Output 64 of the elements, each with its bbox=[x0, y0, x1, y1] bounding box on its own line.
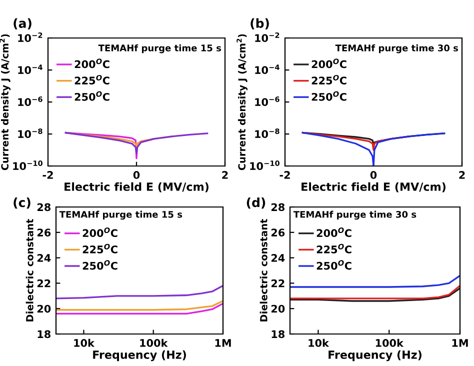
chart-title: (c) bbox=[14, 198, 30, 209]
x-tick-label: 1M bbox=[452, 339, 468, 347]
y-tick-label: 10$^{−10}$ bbox=[250, 160, 280, 170]
legend-label: 200$^{O}$C bbox=[82, 228, 118, 238]
y-axis-title: Dielectric constant bbox=[26, 218, 34, 322]
y-tick-label: 10$^{−8}$ bbox=[255, 128, 280, 138]
y-tick-label: 18 bbox=[272, 330, 284, 338]
y-tick-label: 18 bbox=[38, 330, 50, 338]
chart-title: (b) bbox=[250, 18, 269, 30]
x-tick-label: -2 bbox=[280, 171, 290, 179]
x-tick-label: -2 bbox=[42, 171, 53, 179]
y-tick-label: 24 bbox=[37, 254, 51, 262]
x-axis-title: Electric field E (MV/cm) bbox=[302, 182, 446, 192]
line-series bbox=[302, 132, 446, 166]
legend-label: 200$^{O}$C bbox=[74, 58, 110, 68]
x-tick-label: 100k bbox=[376, 338, 404, 347]
legend-label: 250$^{O}$C bbox=[82, 260, 118, 270]
x-tick-label: 0 bbox=[133, 171, 140, 179]
y-axis-title: Current density J (A/cm$^{2}$) bbox=[236, 34, 248, 170]
y-tick-label: 10$^{−6}$ bbox=[255, 96, 280, 106]
x-tick-label: 10k bbox=[74, 338, 95, 347]
y-tick-label: 10$^{−6}$ bbox=[18, 96, 42, 106]
y-tick-label: 26 bbox=[37, 228, 51, 237]
legend-label: 200$^{O}$C bbox=[316, 228, 352, 238]
annotation: TEMAHf purge time 15 s bbox=[98, 44, 222, 54]
x-tick-label: 100k bbox=[140, 338, 168, 347]
x-tick-label: 10k bbox=[308, 338, 330, 347]
legend-label: 250$^{O}$C bbox=[312, 91, 346, 101]
y-tick-label: 28 bbox=[37, 203, 50, 212]
y-tick-label: 20 bbox=[271, 304, 285, 313]
legend-label: 225$^{O}$C bbox=[82, 244, 118, 254]
legend-label: 250$^{O}$C bbox=[74, 91, 110, 101]
y-tick-label: 28 bbox=[271, 203, 284, 212]
y-tick-label: 22 bbox=[271, 279, 284, 288]
annotation: TEMAHf purge time 30 s bbox=[335, 44, 458, 54]
y-tick-label: 10$^{−2}$ bbox=[255, 32, 280, 42]
chart-title: (a) bbox=[14, 18, 32, 30]
legend-label: 200$^{O}$C bbox=[312, 58, 346, 68]
y-tick-label: 10$^{−4}$ bbox=[255, 64, 280, 74]
chart-title: (d) bbox=[246, 198, 266, 209]
legend-label: 225$^{O}$C bbox=[316, 244, 352, 254]
line-series bbox=[64, 132, 208, 154]
y-axis-title: Dielectric constant bbox=[260, 218, 268, 322]
legend-label: 225$^{O}$C bbox=[74, 74, 110, 84]
y-tick-label: 20 bbox=[37, 304, 51, 313]
annotation: TEMAHf purge time 15 s bbox=[59, 210, 182, 220]
annotation: TEMAHf purge time 30 s bbox=[293, 210, 416, 220]
y-tick-label: 22 bbox=[37, 279, 50, 288]
y-tick-label: 26 bbox=[271, 228, 285, 237]
x-tick-label: 2 bbox=[459, 171, 465, 179]
x-axis-title: Frequency (Hz) bbox=[328, 350, 422, 362]
y-axis-title: Current density J (A/cm$^{2}$) bbox=[0, 34, 10, 170]
x-tick-label: 0 bbox=[370, 171, 377, 179]
x-axis-title: Electric field E (MV/cm) bbox=[64, 182, 208, 192]
x-tick-label: 2 bbox=[222, 171, 228, 179]
y-tick-label: 24 bbox=[271, 254, 285, 262]
y-tick-label: 10$^{−10}$ bbox=[13, 160, 42, 170]
legend-label: 225$^{O}$C bbox=[312, 74, 346, 84]
y-tick-label: 10$^{−4}$ bbox=[18, 64, 42, 74]
y-tick-label: 10$^{−2}$ bbox=[18, 32, 42, 42]
legend-label: 250$^{O}$C bbox=[316, 260, 352, 270]
y-tick-label: 10$^{−8}$ bbox=[18, 128, 42, 138]
x-tick-label: 1M bbox=[215, 339, 231, 347]
x-axis-title: Frequency (Hz) bbox=[93, 350, 186, 362]
